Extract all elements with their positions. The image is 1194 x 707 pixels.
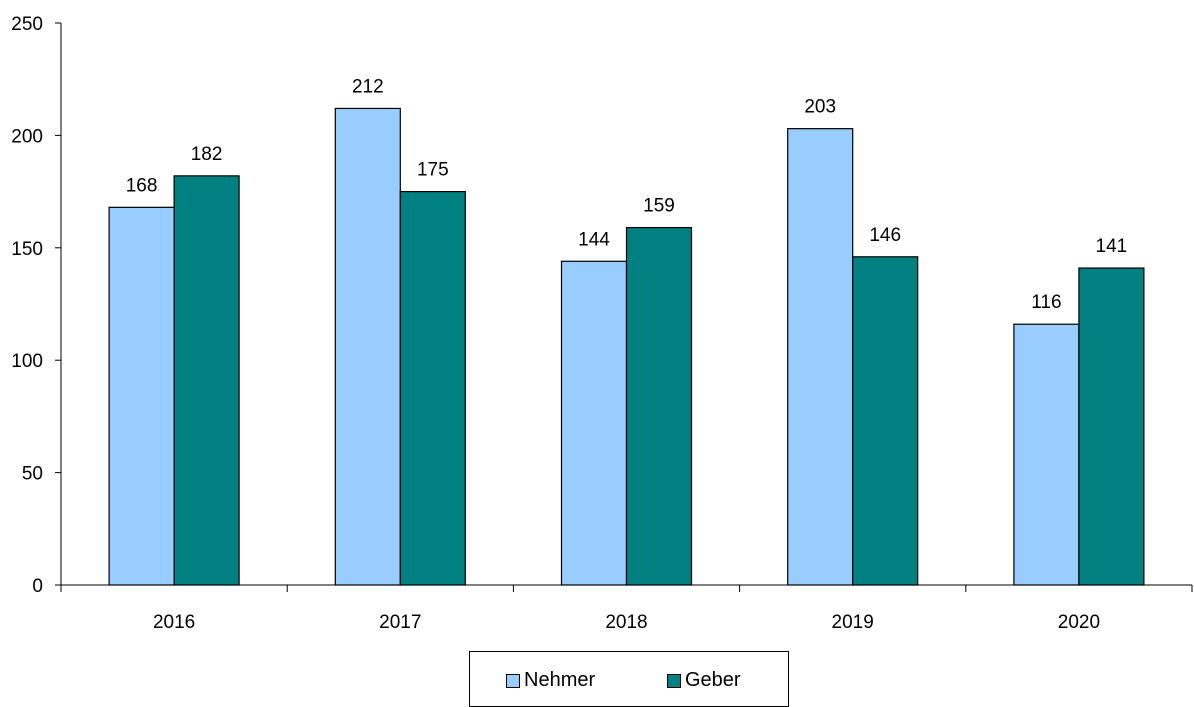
- bar-nehmer-2018: [560, 260, 628, 586]
- legend-label-nehmer: Nehmer: [524, 669, 596, 691]
- data-label-geber-2019: 146: [869, 225, 901, 246]
- x-tick-label: 2017: [379, 612, 421, 633]
- data-label-geber-2016: 182: [191, 144, 223, 165]
- legend-item-geber: Geber: [667, 669, 741, 692]
- bar-geber-2016: [173, 175, 240, 586]
- data-label-nehmer-2019: 203: [804, 97, 836, 118]
- y-tick-label: 250: [11, 14, 43, 35]
- data-labels-group: 168 182 212 175 144 159 203 146 116 141: [126, 76, 1128, 313]
- data-label-nehmer-2017: 212: [352, 76, 384, 97]
- bar-nehmer-2020: [1013, 323, 1080, 586]
- bar-geber-2017: [399, 191, 466, 586]
- y-axis: 0 50 100 150 200 250: [11, 14, 62, 597]
- x-tick-label: 2019: [832, 612, 874, 633]
- y-tick-label: 50: [22, 464, 43, 485]
- legend: Nehmer Geber: [469, 651, 789, 707]
- bar-nehmer-2017: [334, 107, 401, 586]
- bar-nehmer-2016: [108, 206, 175, 586]
- bar-geber-2018: [625, 226, 693, 586]
- x-tick-label: 2018: [605, 612, 647, 633]
- data-label-geber-2017: 175: [417, 160, 449, 181]
- legend-swatch-nehmer: [506, 673, 520, 688]
- x-axis: 2016 2017 2018 2019 2020: [60, 584, 1193, 633]
- legend-label-geber: Geber: [685, 669, 741, 691]
- bars-group: [108, 107, 1145, 586]
- y-tick-label: 0: [32, 576, 43, 597]
- x-tick-label: 2020: [1058, 612, 1100, 633]
- bar-geber-2019: [852, 256, 919, 586]
- data-label-nehmer-2016: 168: [126, 175, 158, 196]
- bar-geber-2020: [1078, 267, 1145, 586]
- y-tick-label: 100: [11, 351, 43, 372]
- y-tick-label: 200: [11, 126, 43, 147]
- legend-swatch-geber: [667, 673, 681, 688]
- y-tick-label: 150: [11, 239, 43, 260]
- data-label-geber-2020: 141: [1096, 236, 1128, 257]
- legend-item-nehmer: Nehmer: [506, 669, 595, 692]
- bar-nehmer-2019: [787, 128, 854, 586]
- data-label-nehmer-2018: 144: [578, 229, 610, 250]
- data-label-geber-2018: 159: [643, 196, 675, 217]
- x-tick-label: 2016: [153, 612, 195, 633]
- data-label-nehmer-2020: 116: [1031, 292, 1061, 313]
